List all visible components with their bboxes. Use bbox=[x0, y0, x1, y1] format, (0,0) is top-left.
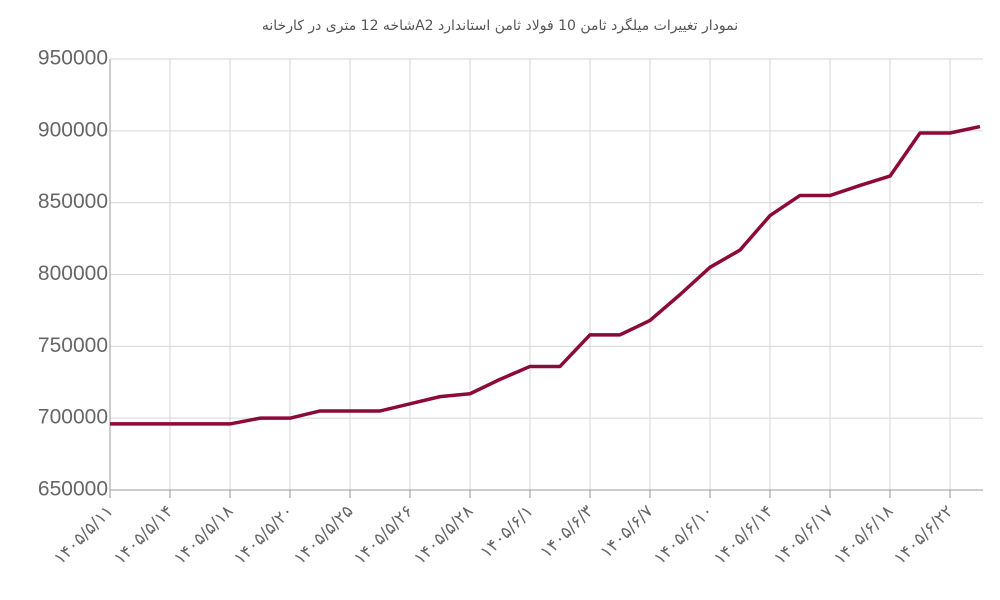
x-tick-label: ۱۴۰۵/۶/۱ bbox=[477, 501, 538, 562]
y-tick-label: 650000 bbox=[38, 478, 108, 501]
y-tick-label: 700000 bbox=[38, 406, 108, 429]
chart-title: نمودار تغییرات میلگرد ثامن 10 فولاد ثامن… bbox=[262, 17, 738, 34]
y-tick-label: 750000 bbox=[38, 334, 108, 357]
x-tick-label: ۱۴۰۵/۶/۳ bbox=[537, 501, 598, 562]
line bbox=[110, 124, 981, 426]
x-tick-label: ۱۴۰۵/۵/۲۸ bbox=[410, 501, 477, 568]
x-tick-label: ۱۴۰۵/۶/۱۰ bbox=[650, 501, 717, 568]
x-tick-label: ۱۴۰۵/۶/۱۴ bbox=[710, 501, 777, 568]
y-tick-label: 900000 bbox=[38, 118, 108, 141]
x-tick-label: ۱۴۰۵/۵/۱۴ bbox=[110, 501, 177, 568]
x-tick-label: ۱۴۰۵/۵/۱۱ bbox=[50, 501, 117, 568]
x-tick-label: ۱۴۰۵/۶/۲۲ bbox=[890, 501, 957, 568]
x-tick-label: ۱۴۰۵/۶/۱۷ bbox=[770, 501, 837, 568]
x-tick-label: ۱۴۰۵/۵/۲۰ bbox=[230, 501, 297, 568]
y-tick-label: 950000 bbox=[38, 47, 108, 70]
x-tick-label: ۱۴۰۵/۵/۲۵ bbox=[290, 501, 357, 568]
x-tick-label: ۱۴۰۵/۵/۲۶ bbox=[350, 501, 417, 568]
x-tick-label: ۱۴۰۵/۵/۱۸ bbox=[170, 501, 237, 568]
x-tick-label: ۱۴۰۵/۶/۱۸ bbox=[830, 501, 897, 568]
y-tick-label: 800000 bbox=[38, 262, 108, 285]
x-tick-label: ۱۴۰۵/۶/۷ bbox=[597, 501, 658, 562]
y-tick-label: 850000 bbox=[38, 190, 108, 213]
